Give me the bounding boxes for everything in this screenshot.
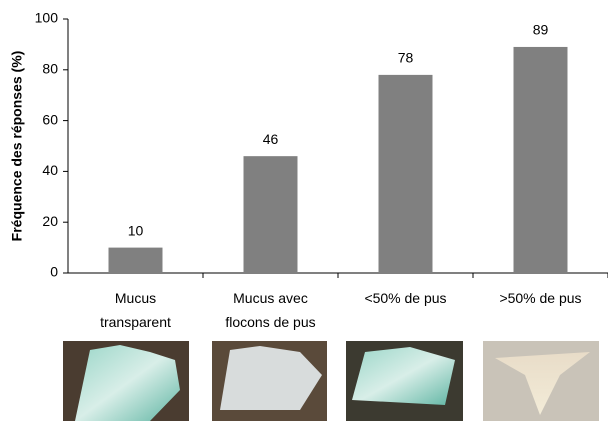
bar: [513, 46, 568, 273]
y-tick-label: 100: [35, 10, 59, 26]
y-tick-label: 20: [42, 213, 58, 229]
x-tick-label: Mucus avec flocons de pus: [225, 290, 316, 330]
bar: [108, 247, 163, 273]
value-label: 89: [533, 22, 549, 38]
x-tick-label: <50% de pus: [364, 290, 447, 306]
y-tick-label: 80: [42, 61, 58, 77]
glove: [75, 345, 180, 421]
pus: [495, 352, 590, 415]
photos: [63, 341, 599, 421]
glove: [220, 346, 322, 410]
bar: [243, 156, 298, 273]
value-label: 46: [263, 131, 279, 147]
y-tick-label: 60: [42, 111, 58, 127]
glove: [352, 347, 455, 405]
y-tick-label: 40: [42, 162, 58, 178]
bar: [378, 74, 433, 273]
value-label: 78: [398, 50, 414, 66]
x-tick-label: Mucus transparent: [100, 290, 171, 330]
value-label: 10: [128, 222, 144, 238]
y-tick-label: 0: [50, 264, 58, 280]
y-axis-label: Fréquence des réponses (%): [9, 51, 25, 242]
x-tick-label: >50% de pus: [499, 290, 582, 306]
